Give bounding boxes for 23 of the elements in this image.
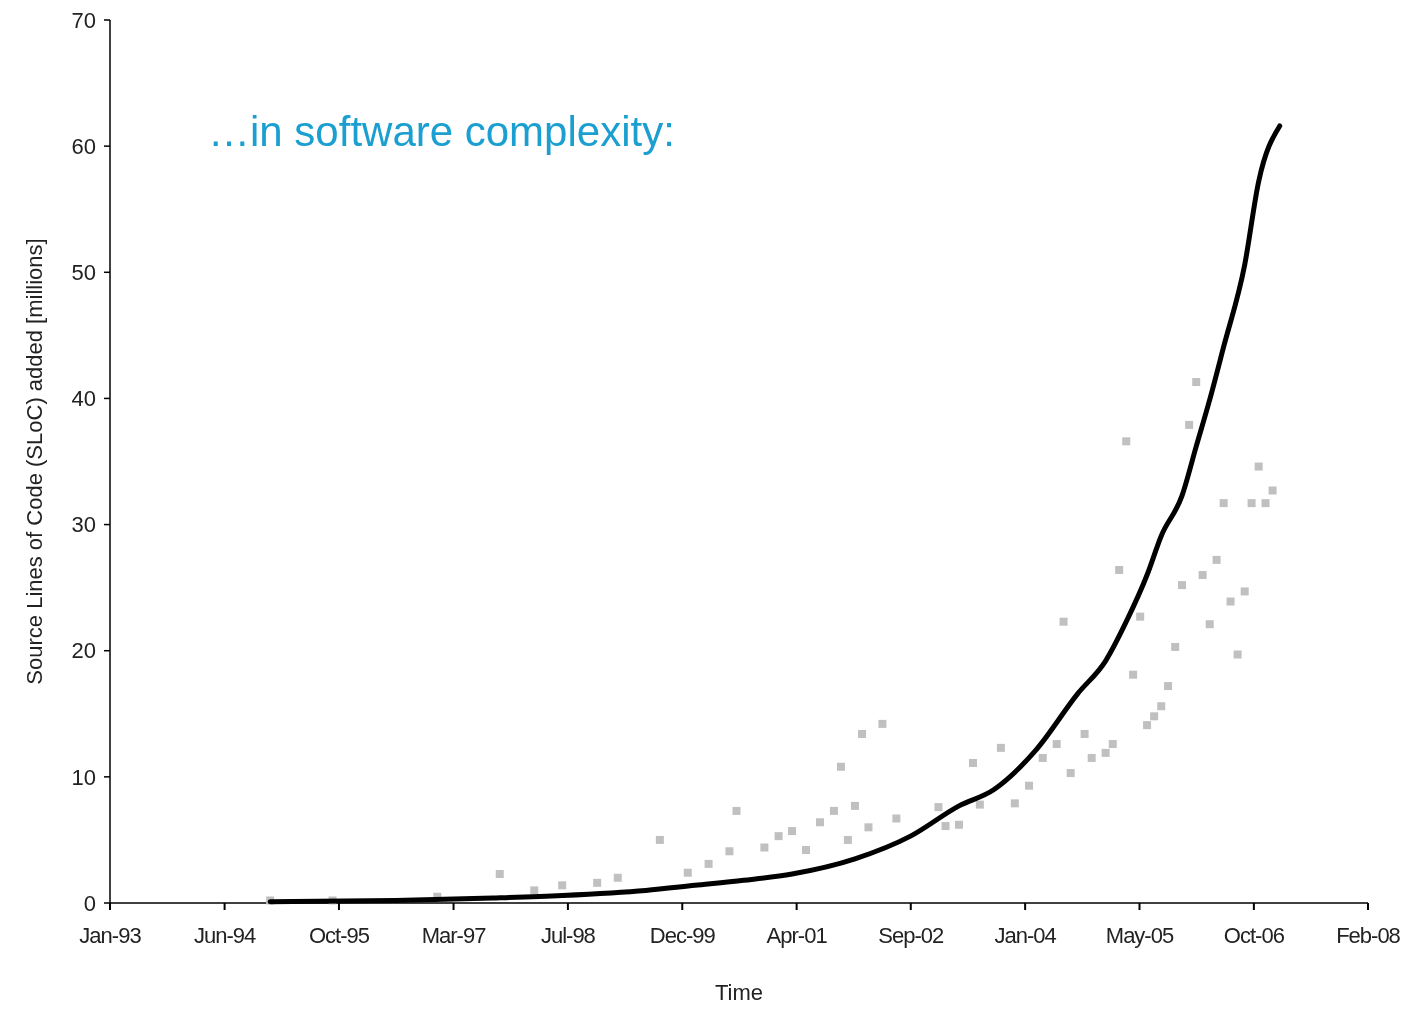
- text: …in software complexity:: [208, 108, 675, 155]
- x-tick-label: Jan-93: [79, 923, 142, 948]
- y-tick-label: 40: [71, 386, 96, 412]
- y-tick-label: 0: [83, 890, 96, 916]
- x-tick-label: Jul-98: [540, 923, 596, 948]
- x-axis-title: Time: [714, 980, 764, 1005]
- x-tick-label: Jun-94: [193, 923, 256, 948]
- x-tick-label: Sep-02: [878, 923, 944, 948]
- y-tick-label: 50: [71, 259, 96, 285]
- y-tick-label: 10: [71, 764, 96, 790]
- y-axis-title: Source Lines of Code (SLoC) added [millions]: [22, 238, 47, 685]
- x-tick-label: Mar-97: [421, 923, 487, 948]
- y-tick-label: 60: [71, 133, 96, 159]
- x-tick-label: Oct-95: [308, 923, 370, 948]
- x-tick-label: Apr-01: [766, 923, 828, 948]
- x-tick-label: Oct-06: [1223, 923, 1285, 948]
- y-tick-label: 70: [71, 7, 96, 33]
- x-tick-label: Feb-08: [1336, 923, 1401, 948]
- x-tick-label: Jan-04: [994, 923, 1057, 948]
- y-tick-label: 20: [71, 638, 96, 664]
- x-tick-label: Dec-99: [649, 923, 716, 948]
- y-tick-label: 30: [71, 512, 96, 538]
- x-tick-label: May-05: [1105, 923, 1174, 948]
